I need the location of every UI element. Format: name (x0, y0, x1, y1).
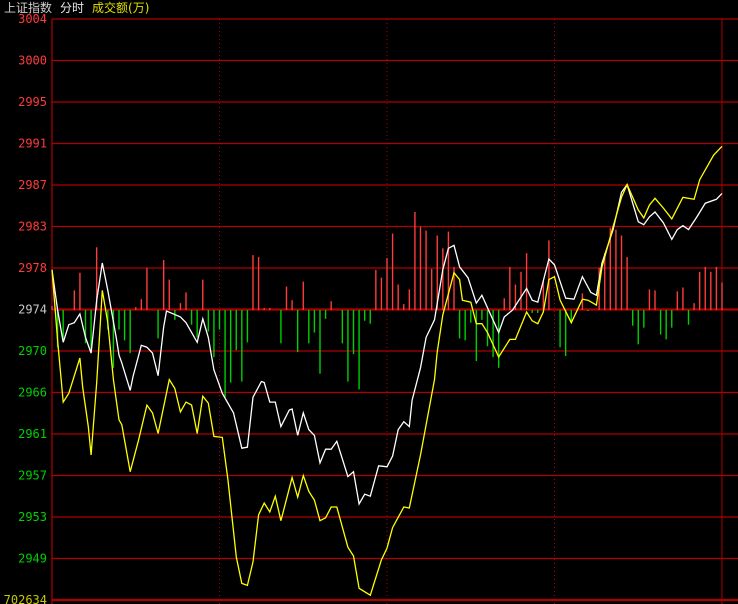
y-tick-label: 2978 (18, 261, 47, 275)
y-tick-label: 2995 (18, 95, 47, 109)
y-tick-label: 2987 (18, 178, 47, 192)
y-tick-label: 2974 (18, 303, 47, 317)
y-tick-label: 2961 (18, 427, 47, 441)
y-tick-label: 2983 (18, 220, 47, 234)
y-tick-label: 2966 (18, 386, 47, 400)
index-name[interactable]: 上证指数 (4, 1, 53, 15)
y-tick-label: 2991 (18, 137, 47, 151)
y-tick-label: 2953 (18, 510, 47, 524)
y-tick-label: 2949 (18, 552, 47, 566)
price-lines (51, 145, 723, 597)
y-tick-label: 2970 (18, 344, 47, 358)
y-axis-labels: 3004 3000 2995 2991 2987 2983 2978 2974 2970 2966… (4, 12, 47, 604)
chart-header: 上证指数 分时 成交额(万) (4, 1, 157, 16)
chart-mode[interactable]: 分时 (60, 1, 85, 15)
y-tick-label: 3000 (18, 54, 47, 68)
average-price-line (51, 145, 723, 597)
index-price-line (51, 183, 723, 506)
volume-scale-label: 702634 (4, 593, 47, 604)
indicator-label[interactable]: 成交额(万) (92, 1, 150, 15)
grid-lines (51, 18, 738, 604)
y-tick-label: 2957 (18, 469, 47, 483)
y-tick-label: 3004 (18, 12, 47, 26)
